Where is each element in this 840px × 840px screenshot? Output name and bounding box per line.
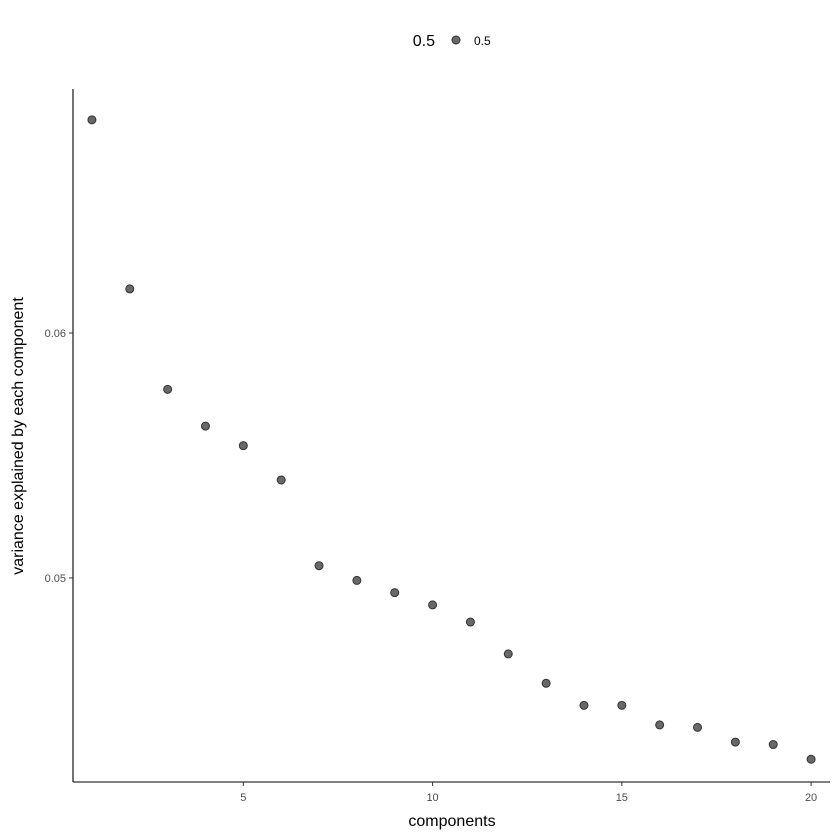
data-point [503,649,513,659]
x-tick-label: 5 [240,792,246,804]
data-point [428,600,438,610]
x-axis-title: components [408,813,495,830]
legend-key-point [451,35,461,45]
data-point [238,441,248,451]
data-point [352,575,362,585]
data-point [163,384,173,394]
data-point [806,754,816,764]
data-point [541,678,551,688]
data-point [314,561,324,571]
x-tick-label: 15 [616,792,628,804]
x-tick-label: 20 [805,792,817,804]
y-tick-label: 0.06 [45,328,66,340]
data-point [579,700,589,710]
x-tick-label: 10 [426,792,438,804]
data-point [200,421,210,431]
data-point [465,617,475,627]
data-points [87,115,816,764]
legend-label: 0.5 [474,34,491,48]
legend: 0.5 0.5 [413,33,491,50]
data-point [730,737,740,747]
data-point [693,722,703,732]
data-point [655,720,665,730]
data-point [390,588,400,598]
data-point [276,475,286,485]
y-axis-title: variance explained by each component [10,297,27,575]
data-point [617,700,627,710]
data-point [768,740,778,750]
data-point [87,115,97,125]
data-point [125,284,135,294]
y-axis-ticks: 0.05 0.06 [45,328,73,585]
legend-title: 0.5 [413,33,435,50]
x-axis-ticks: 5 10 15 20 [240,782,817,804]
y-tick-label: 0.05 [45,573,66,585]
